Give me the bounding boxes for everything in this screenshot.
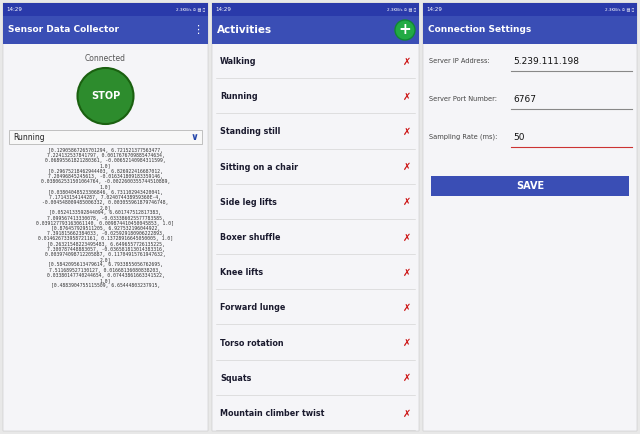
Text: 7.17143154144287, 7.024074438959360E-4,: 7.17143154144287, 7.024074438959360E-4, — [49, 195, 161, 200]
Text: 0.038062531501064764, -0.0022600355744510889,: 0.038062531501064764, -0.002260035574451… — [41, 179, 170, 184]
FancyBboxPatch shape — [423, 16, 637, 44]
Text: 7.224132537841797, 0.0017676709885474634,: 7.224132537841797, 0.0017676709885474634… — [47, 153, 164, 158]
Text: 1.0]: 1.0] — [100, 184, 111, 189]
Text: Running: Running — [13, 132, 45, 141]
FancyBboxPatch shape — [423, 3, 637, 431]
Text: Squats: Squats — [220, 374, 252, 383]
Text: STOP: STOP — [91, 91, 120, 101]
Text: 0.039127793163061140, 0.009874410450045853, 1.0]: 0.039127793163061140, 0.0098744104500458… — [36, 221, 175, 226]
FancyBboxPatch shape — [431, 176, 629, 196]
Text: [0.0524133592844094, 6.601747512817383,: [0.0524133592844094, 6.601747512817383, — [49, 210, 161, 215]
Circle shape — [77, 68, 134, 124]
FancyBboxPatch shape — [3, 3, 208, 16]
Text: ⋮: ⋮ — [192, 25, 203, 35]
FancyBboxPatch shape — [3, 3, 208, 431]
Text: ✗: ✗ — [403, 162, 411, 172]
Text: Side leg lifts: Side leg lifts — [220, 198, 277, 207]
Text: ✗: ✗ — [403, 268, 411, 278]
Text: 0.06895561821280361, -0.00652140984311599,: 0.06895561821280361, -0.0065214098431159… — [45, 158, 166, 163]
Text: [0.12905867265701294, 6.721521377563477,: [0.12905867265701294, 6.721521377563477, — [48, 148, 163, 153]
Text: 2.0]: 2.0] — [100, 205, 111, 210]
Text: Server Port Number:: Server Port Number: — [429, 96, 497, 102]
FancyBboxPatch shape — [212, 3, 419, 16]
Text: ∨: ∨ — [190, 132, 198, 142]
Text: 14:29: 14:29 — [6, 7, 22, 12]
Text: ✗: ✗ — [403, 92, 411, 102]
Text: 2.3KB/s ⊙ ▤ ⎓: 2.3KB/s ⊙ ▤ ⎓ — [387, 7, 416, 11]
Text: [0.4883904755115509, 6.65444803237915,: [0.4883904755115509, 6.65444803237915, — [51, 283, 160, 288]
FancyBboxPatch shape — [212, 3, 419, 431]
FancyBboxPatch shape — [212, 16, 419, 44]
Text: 50: 50 — [513, 133, 525, 142]
Text: Sensor Data Collector: Sensor Data Collector — [8, 26, 119, 34]
Text: Boxer shuffle: Boxer shuffle — [220, 233, 280, 242]
Text: ✗: ✗ — [403, 233, 411, 243]
Text: Walking: Walking — [220, 57, 257, 66]
Text: ✗: ✗ — [403, 127, 411, 137]
Text: [0.876457929511205, 6.927532196044922,: [0.876457929511205, 6.927532196044922, — [51, 226, 160, 231]
Text: Connection Settings: Connection Settings — [428, 26, 531, 34]
Text: 7.300787448883057, -0.036581813014383316,: 7.300787448883057, -0.036581813014383316… — [47, 247, 164, 252]
Text: Torso rotation: Torso rotation — [220, 339, 284, 348]
Text: ✗: ✗ — [403, 408, 411, 418]
Text: 7.511689527130127, 0.01668136080838203,: 7.511689527130127, 0.01668136080838203, — [49, 268, 161, 273]
Text: 6767: 6767 — [513, 95, 536, 104]
FancyBboxPatch shape — [3, 16, 208, 44]
Text: ✗: ✗ — [403, 197, 411, 207]
Text: ✗: ✗ — [403, 303, 411, 313]
Text: Mountain climber twist: Mountain climber twist — [220, 409, 324, 418]
FancyBboxPatch shape — [423, 3, 637, 16]
Text: [0.5842095613479614, 6.7933855056762695,: [0.5842095613479614, 6.7933855056762695, — [48, 263, 163, 267]
Text: 5.239.111.198: 5.239.111.198 — [513, 57, 579, 66]
Text: 1.0]: 1.0] — [100, 278, 111, 283]
Text: SAVE: SAVE — [516, 181, 544, 191]
Text: [0.26321548223495483, 6.6496557726135225,: [0.26321548223495483, 6.6496557726135225… — [47, 242, 164, 247]
Text: 7.20496845245613, -0.016341809183359146,: 7.20496845245613, -0.016341809183359146, — [48, 174, 163, 179]
Text: Standing still: Standing still — [220, 128, 280, 136]
Text: 7.099567413330078, -0.033386025577783585,: 7.099567413330078, -0.033386025577783585… — [47, 216, 164, 220]
Text: Connected: Connected — [85, 54, 126, 63]
Circle shape — [395, 20, 415, 40]
Text: Forward lunge: Forward lunge — [220, 303, 285, 312]
Text: Running: Running — [220, 92, 258, 101]
Text: +: + — [399, 23, 412, 37]
Text: 14:29: 14:29 — [215, 7, 231, 12]
Text: [0.03804048523306846, 6.731102943420041,: [0.03804048523306846, 6.731102943420041, — [48, 190, 163, 194]
FancyBboxPatch shape — [9, 130, 202, 144]
Text: 1.0]: 1.0] — [100, 164, 111, 168]
Text: Sampling Rate (ms):: Sampling Rate (ms): — [429, 134, 497, 141]
Text: [0.29675218462944403, 6.826922416687012,: [0.29675218462944403, 6.826922416687012, — [48, 169, 163, 174]
Text: ✗: ✗ — [403, 373, 411, 383]
Text: 2.3KB/s ⊙ ▤ ⎓: 2.3KB/s ⊙ ▤ ⎓ — [176, 7, 205, 11]
Text: ✗: ✗ — [403, 56, 411, 66]
Text: 0.03380147740244654, 0.07443861663341522,: 0.03380147740244654, 0.07443861663341522… — [47, 273, 164, 278]
Text: Sitting on a chair: Sitting on a chair — [220, 163, 298, 171]
Text: 0.014626733958721161, 0.13728916645050005, 1.0]: 0.014626733958721161, 0.1372891664505000… — [38, 237, 173, 241]
Text: Server IP Address:: Server IP Address: — [429, 58, 490, 64]
Text: -0.004548009485006332, 0.003055961879746748,: -0.004548009485006332, 0.003055961879746… — [42, 200, 169, 205]
Text: 7.391815662384033, -0.025929180906222893,: 7.391815662384033, -0.025929180906222893… — [47, 231, 164, 236]
Text: 0.003974098712205887, 0.11704915761947632,: 0.003974098712205887, 0.1170491576194763… — [45, 252, 166, 257]
Text: 2.3KB/s ⊙ ▤ ⎓: 2.3KB/s ⊙ ▤ ⎓ — [605, 7, 634, 11]
Text: 2.0]: 2.0] — [100, 257, 111, 262]
Text: ✗: ✗ — [403, 338, 411, 348]
Text: 14:29: 14:29 — [426, 7, 442, 12]
Text: Activities: Activities — [217, 25, 272, 35]
Text: Knee lifts: Knee lifts — [220, 268, 263, 277]
